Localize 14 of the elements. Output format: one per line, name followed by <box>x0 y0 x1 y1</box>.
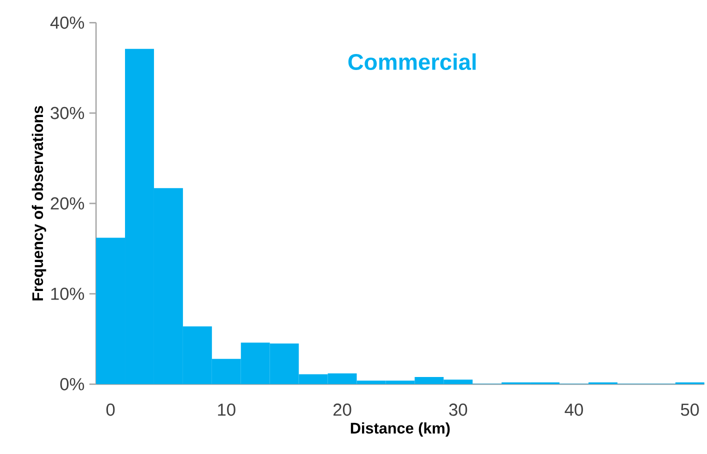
x-tick-label: 0 <box>106 404 115 416</box>
text: Commercial <box>348 54 476 70</box>
y-tick-label: 20% <box>50 198 84 210</box>
x-axis-title: Distance (km) <box>350 422 450 437</box>
x-tick-label: 20 <box>333 404 352 416</box>
y-axis-title: Frequency of observations <box>32 106 46 301</box>
y-tick-label: 0% <box>60 378 84 391</box>
y-tick-label: 10% <box>51 288 84 300</box>
y-tick-label: 40% <box>50 16 84 30</box>
x-tick-label: 30 <box>449 404 468 416</box>
y-tick-label: 30% <box>50 107 84 120</box>
x-tick-label: 40 <box>564 404 583 416</box>
x-tick-label: 10 <box>218 404 236 416</box>
x-tick-label: 50 <box>680 404 699 416</box>
